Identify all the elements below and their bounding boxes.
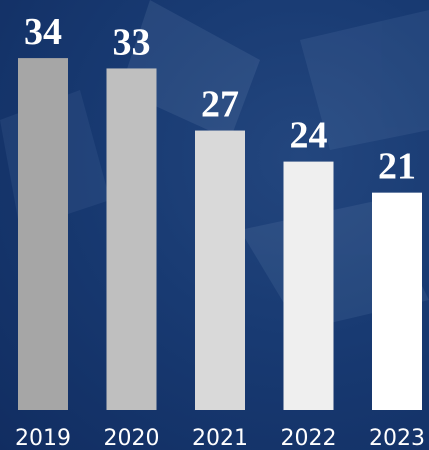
x-tick-label: 2020: [104, 426, 160, 450]
bar: [18, 58, 68, 410]
x-tick-label: 2021: [192, 426, 248, 450]
data-label: 27: [201, 84, 239, 126]
data-label: 21: [378, 146, 416, 188]
bar: [372, 192, 422, 410]
bar: [106, 68, 157, 410]
data-label: 24: [290, 115, 328, 157]
data-label: 34: [24, 11, 62, 53]
x-tick-label: 2023: [369, 426, 425, 450]
data-label: 33: [113, 21, 151, 63]
bar: [283, 161, 334, 410]
bar: [195, 130, 245, 411]
x-tick-label: 2022: [281, 426, 337, 450]
x-tick-label: 2019: [15, 426, 71, 450]
